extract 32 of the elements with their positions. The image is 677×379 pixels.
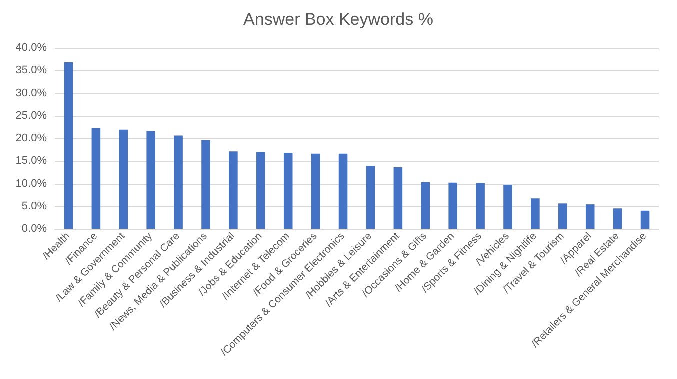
y-tick-label: 30.0% — [16, 87, 48, 100]
bar — [92, 128, 101, 229]
bar — [476, 183, 485, 229]
bar — [366, 166, 376, 229]
bar — [256, 152, 266, 229]
bar — [229, 152, 238, 229]
bar — [64, 62, 74, 229]
y-tick-label: 5.0% — [22, 200, 48, 212]
bar — [174, 136, 183, 229]
chart-title: Answer Box Keywords % — [244, 10, 434, 29]
bar — [394, 167, 403, 229]
bar — [338, 154, 348, 229]
y-tick-label: 20.0% — [16, 132, 48, 144]
bar — [558, 204, 568, 229]
y-tick-label: 25.0% — [16, 110, 48, 122]
bar — [311, 154, 320, 229]
bar — [421, 182, 430, 229]
bar — [586, 204, 595, 229]
bar — [202, 140, 210, 229]
bar — [531, 198, 540, 229]
bar — [448, 182, 458, 229]
bar — [640, 210, 650, 229]
y-tick-label: 35.0% — [16, 64, 48, 77]
bar — [119, 130, 128, 229]
bar — [284, 152, 293, 229]
y-tick-label: 0.0% — [22, 223, 48, 235]
y-tick-label: 40.0% — [16, 42, 48, 54]
y-tick-label: 10.0% — [16, 178, 48, 190]
bar — [146, 131, 156, 229]
y-tick-label: 15.0% — [16, 155, 48, 168]
bar — [613, 208, 622, 229]
bar — [504, 185, 512, 229]
